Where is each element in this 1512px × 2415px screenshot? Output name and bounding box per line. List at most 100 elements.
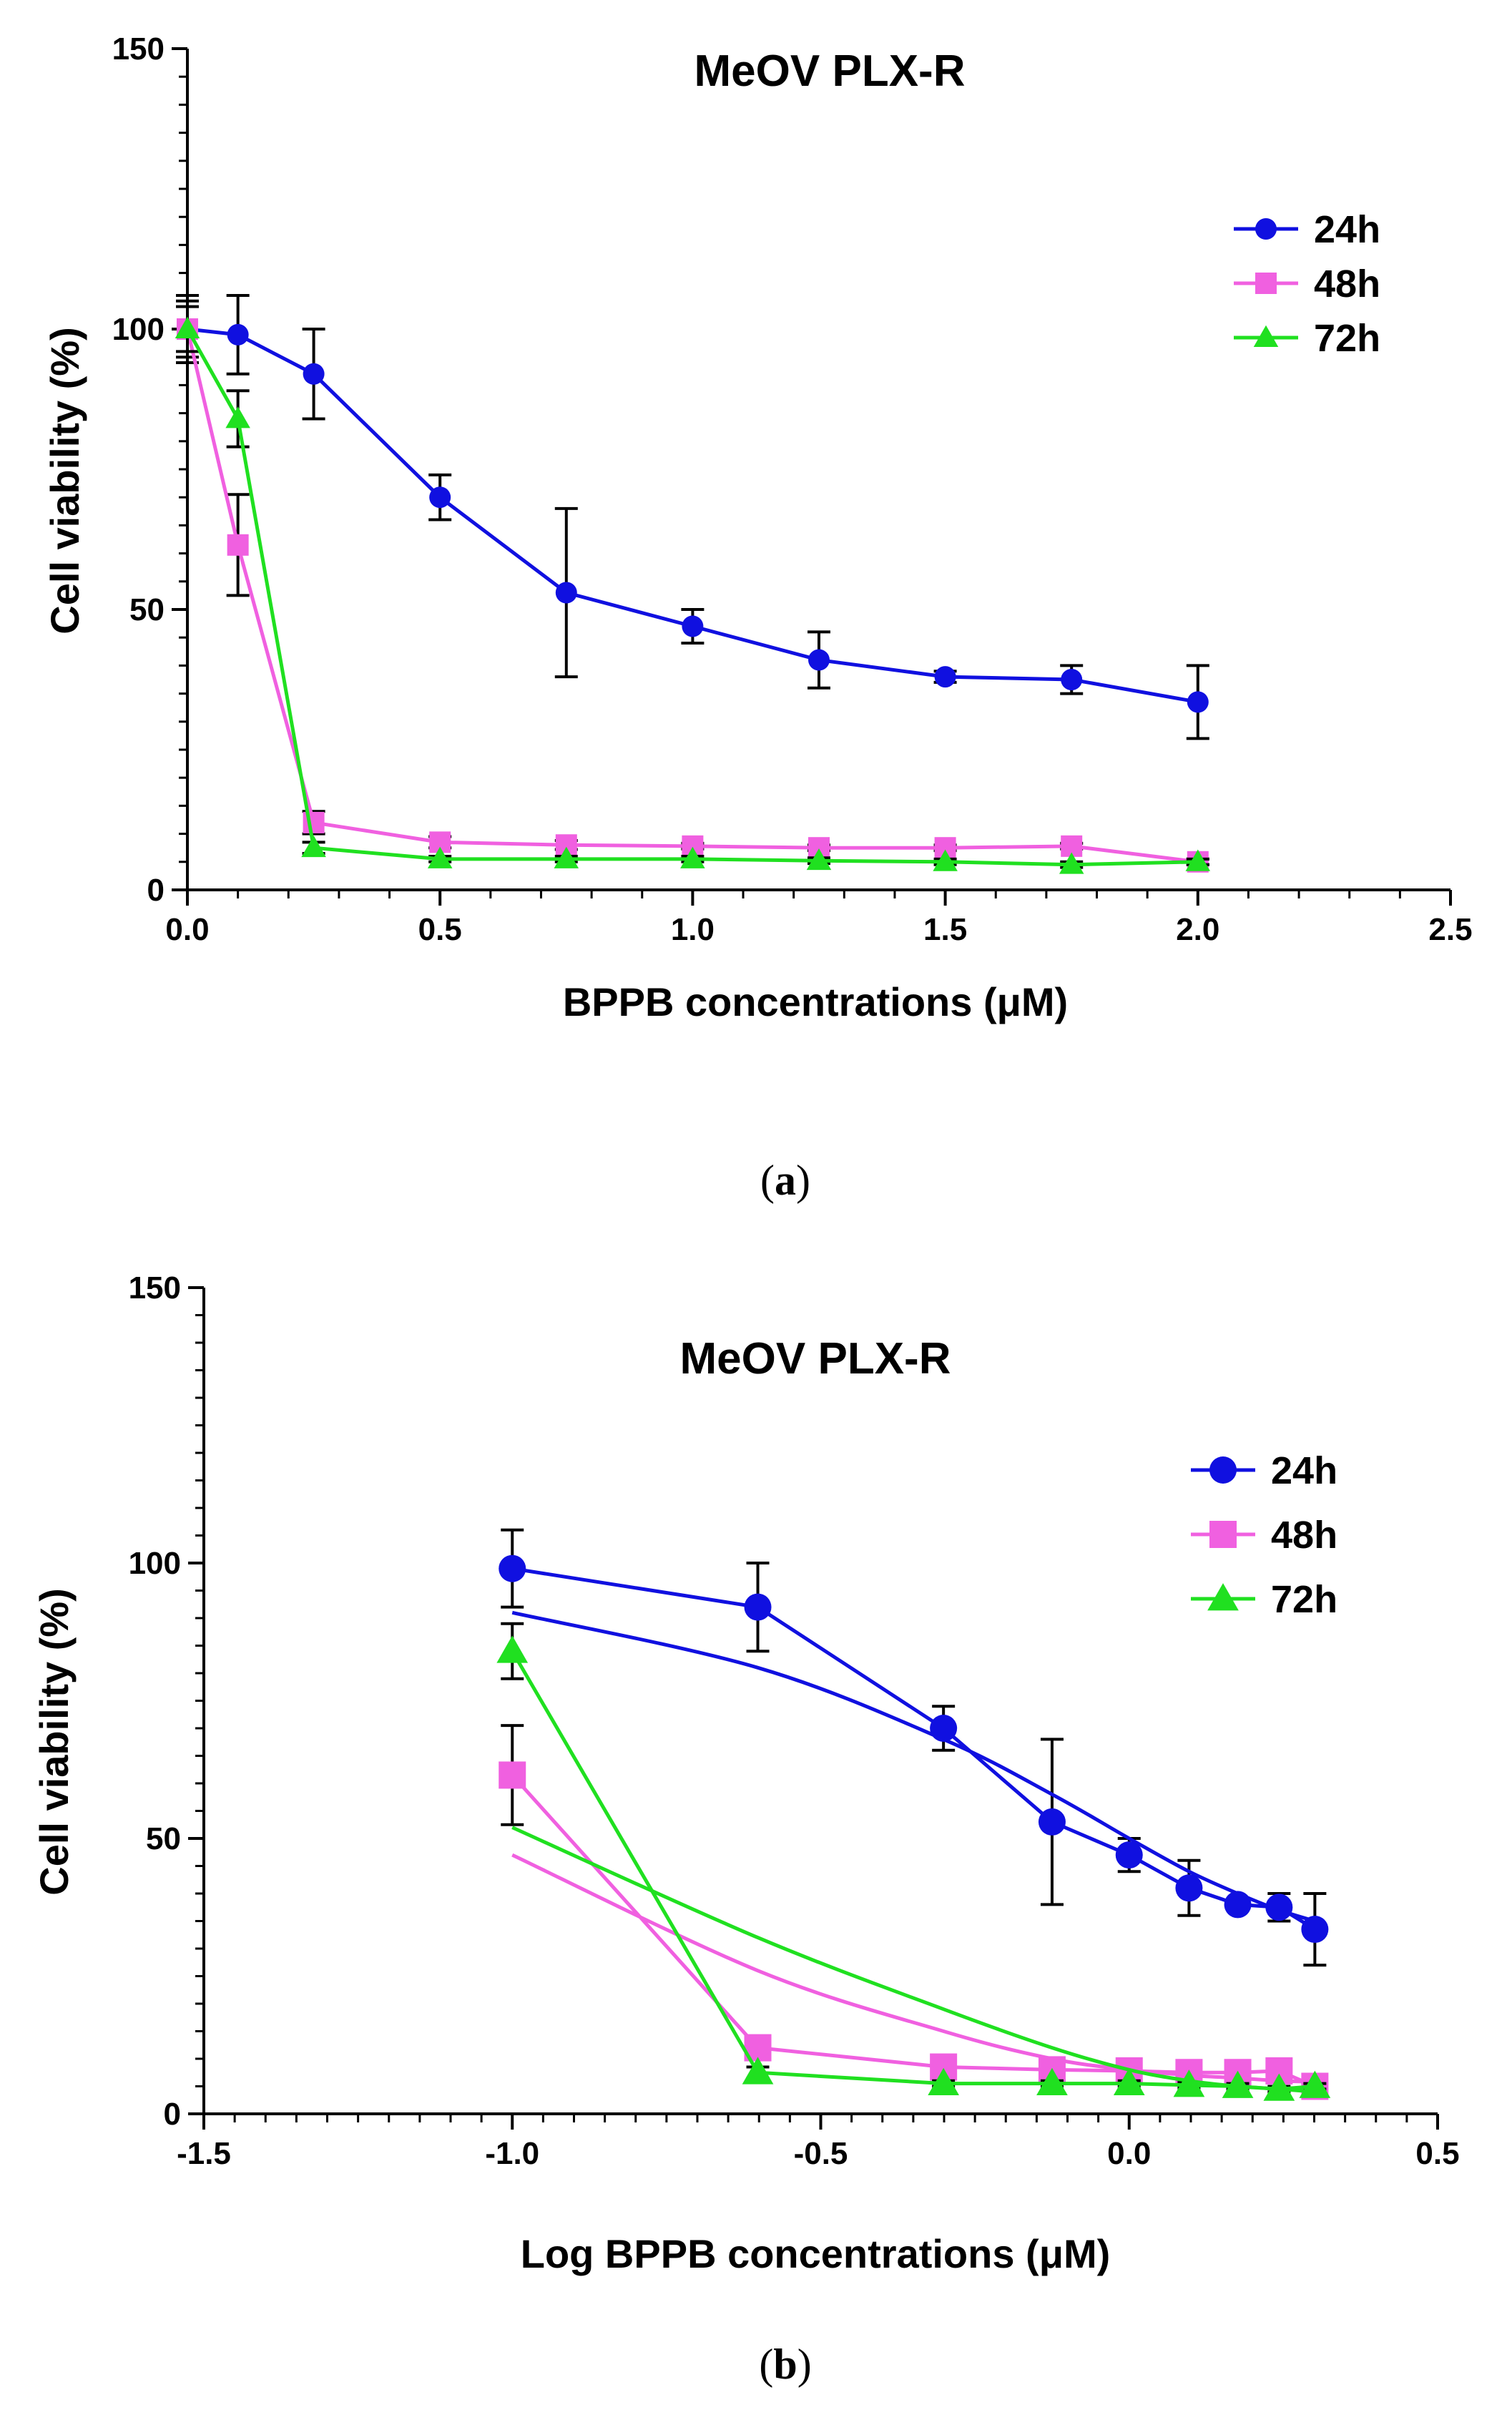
chart-a-series-72h-point [427, 846, 453, 868]
chart-a-series-24h-point [227, 323, 249, 346]
chart-a-series-24h-point [808, 649, 830, 671]
chart-a-series-48h-line [185, 328, 1199, 864]
chart-a-x-tick-label: 1.0 [671, 912, 715, 947]
chart-b-series-24h-point [1224, 1891, 1252, 1919]
chart-a-x-tick-label: 1.5 [923, 912, 967, 947]
chart-a-x-tick-label: 2.5 [1428, 912, 1472, 947]
chart-a-series-24h-point [555, 582, 577, 604]
chart-b-series-24h-point [1265, 1894, 1293, 1921]
chart-a-legend-marker [1255, 273, 1277, 294]
chart-b-series-48h-line [511, 1773, 1316, 2088]
chart-b-plot [496, 1528, 1331, 2101]
chart-b-series-48h [499, 1724, 1329, 2100]
chart-b-title: MeOV PLX-R [680, 1334, 951, 1383]
chart-a-y-tick-label: 50 [129, 592, 165, 627]
chart-b-x-tick-label: -0.5 [794, 2136, 848, 2171]
chart-b-legend-item-48h: 48h [1191, 1514, 1337, 1557]
chart-a-y-tick-label: 100 [112, 312, 165, 347]
chart-a-x-tick-label: 0.0 [165, 912, 209, 947]
panel-a-letter: a [775, 1157, 796, 1204]
chart-a-series-72h-point [225, 406, 250, 428]
chart-b-series-72h-point [1036, 2067, 1068, 2096]
chart-a-series-24h-point [303, 363, 325, 385]
chart-a-series-72h [175, 305, 1211, 874]
chart-b-ylabel: Cell viability (%) [31, 1588, 77, 1895]
chart-b-legend-label: 72h [1271, 1578, 1337, 1621]
chart-a-series-72h-point [1059, 852, 1084, 874]
chart-a-plot [175, 293, 1211, 874]
chart-b-series-72h-point [1263, 2073, 1295, 2101]
chart-b-x-tick-label: -1.0 [485, 2136, 539, 2171]
chart-b-xlabel: Log BPPB concentrations (μM) [521, 2231, 1111, 2276]
chart-a-xlabel: BPPB concentrations (μM) [563, 979, 1068, 1024]
chart-b-y-tick-label: 150 [129, 1270, 181, 1306]
chart-a-series-72h-point [554, 846, 579, 868]
chart-a-legend-label: 48h [1314, 263, 1380, 305]
chart-a-ylabel: Cell viability (%) [42, 327, 87, 634]
panel-a-label: (a) [760, 1157, 810, 1204]
chart-a-series-24h-point [429, 486, 451, 509]
chart-a-series-24h-line [187, 327, 1199, 704]
chart-a-series-72h-point [1185, 849, 1211, 871]
chart-a-legend-label: 72h [1314, 317, 1380, 360]
chart-b-x-tick-label: -1.5 [177, 2136, 231, 2171]
chart-b-series-24h-fit-curve [511, 1610, 1316, 1923]
chart-b-series-24h-point [744, 1593, 772, 1621]
chart-b-series-72h [496, 1622, 1331, 2101]
chart-a-legend-marker [1253, 325, 1279, 347]
chart-a-y-tick-label: 0 [147, 873, 165, 908]
chart-b-series-24h-point [499, 1554, 526, 1582]
chart-a-legend-marker [1255, 218, 1277, 240]
chart-a-legend: 24h 48h 72h [1234, 208, 1380, 360]
chart-b-y-tick-label: 100 [129, 1546, 181, 1581]
panel-b-label: (b) [759, 2341, 811, 2388]
panel-b-letter: b [773, 2341, 797, 2388]
chart-a-series-24h-point [934, 666, 956, 688]
chart-a-series-72h-point [933, 849, 958, 871]
chart-b-legend: 24h 48h 72h [1191, 1449, 1337, 1621]
chart-a-legend-label: 24h [1314, 208, 1380, 251]
chart-a-legend-item-72h: 72h [1234, 317, 1380, 360]
panel-b-open: ( [759, 2341, 773, 2388]
chart-b-series-24h-point [1115, 1841, 1143, 1869]
chart-b-series-72h-fit-curve [511, 1826, 1315, 2094]
chart-a-y-tick-label: 150 [112, 31, 165, 67]
chart-b-series-24h-point [1038, 1808, 1066, 1836]
chart-b-x-tick-label: 0.0 [1107, 2136, 1151, 2171]
chart-b-legend-marker [1207, 1583, 1239, 1611]
chart-b-series-24h-point [930, 1715, 958, 1742]
chart-b-axes: 0 50 100 150 -1.5 -1.0 -0.5 0.0 0.5 [129, 1270, 1460, 2171]
chart-b-series-72h-point [742, 2057, 774, 2085]
chart-b-legend-marker [1209, 1521, 1237, 1548]
chart-a-series-72h-point [806, 848, 832, 871]
chart-b-series-24h [499, 1528, 1329, 1967]
chart-a-series-72h-point [680, 846, 705, 868]
chart-a-series-48h [176, 299, 1209, 873]
chart-b: MeOV PLX-R Cell viability (%) Log BPPB c… [31, 1270, 1460, 2276]
chart-b-series-72h-point [1113, 2067, 1145, 2096]
chart-b-legend-marker [1209, 1456, 1237, 1484]
chart-a-series-24h [176, 293, 1209, 740]
chart-b-x-tick-label: 0.5 [1415, 2136, 1459, 2171]
chart-b-series-48h-point [499, 1761, 526, 1789]
panel-b-close: ) [797, 2341, 812, 2388]
chart-b-legend-item-24h: 24h [1191, 1449, 1337, 1492]
chart-a-series-24h-point [1061, 669, 1083, 690]
chart-a-legend-item-24h: 24h [1234, 208, 1380, 251]
chart-a-title: MeOV PLX-R [694, 46, 966, 96]
chart-a-series-48h-point [227, 534, 249, 556]
panel-a-open: ( [760, 1157, 775, 1204]
chart-a-legend-item-48h: 48h [1234, 263, 1380, 305]
chart-a-series-72h-point [301, 835, 326, 858]
chart-a-x-tick-label: 0.5 [418, 912, 462, 947]
chart-b-series-72h-point [1299, 2070, 1331, 2098]
chart-a: MeOV PLX-R Cell viability (%) BPPB conce… [42, 31, 1473, 1024]
panel-a-close: ) [796, 1157, 810, 1204]
chart-a-series-24h-point [682, 615, 704, 637]
chart-a-x-tick-label: 2.0 [1176, 912, 1219, 947]
chart-b-legend-label: 48h [1271, 1514, 1337, 1557]
chart-a-series-72h-line [185, 328, 1198, 867]
chart-b-y-tick-label: 50 [146, 1821, 181, 1856]
chart-b-series-24h-point [1301, 1916, 1329, 1944]
chart-b-series-72h-point [496, 1635, 529, 1663]
